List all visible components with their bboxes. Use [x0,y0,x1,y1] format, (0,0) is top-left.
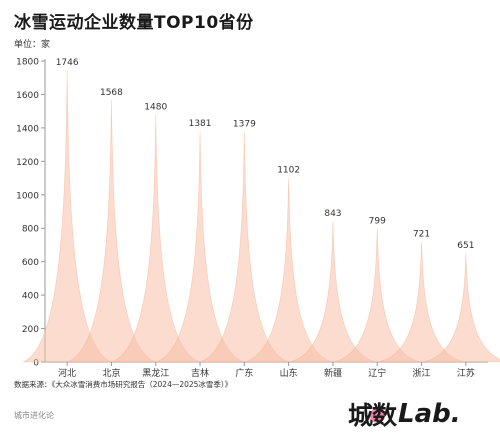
x-tick-label: 黑龙江 [142,367,169,379]
chart-title: 冰雪运动企业数量TOP10省份 [14,13,254,33]
x-tick-label: 吉林 [191,367,209,379]
data-label: 1568 [100,88,123,98]
bar-山东 [244,177,334,363]
x-tick-label: 广东 [235,367,253,379]
x-tick-label: 浙江 [413,367,431,379]
x-tick-label: 辽宁 [368,367,386,379]
bar-吉林 [155,131,245,363]
y-tick-label: 600 [22,258,39,268]
data-source-note: 数据来源：《大众冰雪消费市场研究报告（2024—2025冰雪季）》 [14,380,233,389]
data-label: 1379 [233,119,256,129]
bar-辽宁 [332,228,422,363]
bar-黑龙江 [111,114,201,363]
data-label: 799 [369,216,386,226]
x-tick-label: 江苏 [457,367,475,379]
data-label: 1480 [144,103,167,113]
y-tick-label: 800 [22,225,39,235]
data-label: 1381 [189,119,212,129]
y-tick-label: 1400 [16,124,39,134]
data-label: 651 [457,241,474,251]
brand-logo: 城数 Lab. [348,396,461,432]
logo-en-text: Lab. [398,399,461,429]
y-tick-label: 200 [22,325,39,335]
x-tick-label: 河北 [58,367,76,379]
y-tick-label: 1200 [16,158,39,168]
unit-label: 单位：家 [14,40,51,50]
data-label: 1746 [56,58,79,68]
x-tick-label: 新疆 [324,367,342,379]
watermark-text: 城市进化论 [14,411,54,420]
bar-河北 [22,70,112,363]
data-label: 843 [324,209,341,219]
data-label: 721 [413,229,430,239]
x-tick-label: 山东 [280,367,298,379]
logo-cn-text: 城数 [348,401,397,430]
y-tick-label: 400 [22,292,39,302]
x-tick-label: 北京 [102,367,120,379]
data-label: 1102 [277,166,300,176]
y-tick-label: 1000 [16,191,39,201]
y-tick-label: 1600 [16,91,39,101]
y-tick-label: 0 [33,359,39,369]
bar-新疆 [288,221,378,363]
bar-江苏 [421,253,500,363]
bar-浙江 [377,241,466,363]
bar-北京 [67,99,156,363]
y-tick-label: 1800 [16,58,39,68]
bar-广东 [199,131,289,363]
